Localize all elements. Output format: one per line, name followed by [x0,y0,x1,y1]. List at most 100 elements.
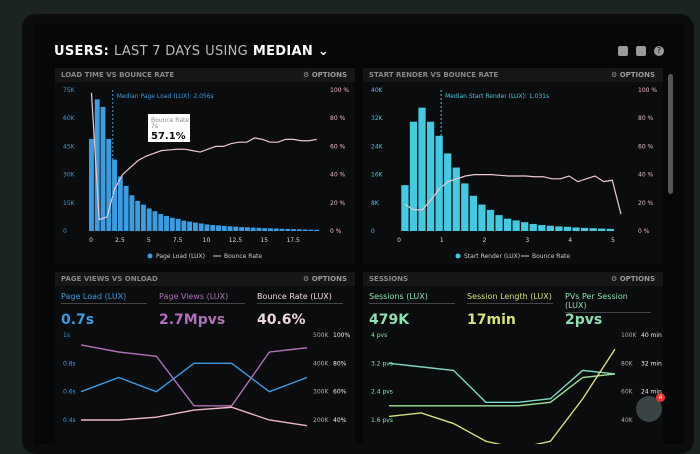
options-button[interactable]: ⚙ OPTIONS [303,71,347,79]
legend-label: Bounce Rate [224,253,262,260]
histogram-bar[interactable] [216,225,221,231]
title-using: USING [205,44,249,59]
histogram-bar[interactable] [302,229,308,231]
histogram-bar[interactable] [198,223,204,231]
histogram-bar[interactable] [94,99,100,232]
histogram-bar[interactable] [244,227,250,231]
histogram-bar[interactable] [291,229,297,231]
histogram-bar[interactable] [589,228,597,231]
kpi-label: Bounce Rate (LUX) [257,292,343,304]
histogram-bar[interactable] [146,208,152,231]
histogram-bar[interactable] [100,106,106,231]
histogram-bar[interactable] [444,153,452,231]
histogram-bar[interactable] [221,225,227,231]
histogram-bar[interactable] [401,185,409,231]
options-button[interactable]: ⚙ OPTIONS [611,275,655,283]
histogram-bar[interactable] [296,229,302,231]
histogram-bar[interactable] [461,183,469,231]
histogram-bar[interactable] [503,218,512,231]
histogram-bar[interactable] [152,211,158,231]
histogram-bar[interactable] [89,138,94,231]
y3-tick-label: 40 min [641,332,662,339]
histogram-bar[interactable] [572,227,580,231]
histogram-bar[interactable] [546,225,554,231]
histogram-bar[interactable] [187,221,193,231]
histogram-bar[interactable] [233,226,239,231]
histogram-bar[interactable] [140,204,146,231]
chart-svg: 4 pvs 3.2 pvs 2.4 pvs 1.6 pvs 100K 80K 60K 40K 4… [371,332,662,444]
histogram-bar[interactable] [169,217,175,231]
legend-marker [147,253,153,259]
histogram-bar[interactable] [529,223,537,231]
histogram-bar[interactable] [117,176,123,231]
histogram-bar[interactable] [250,227,256,231]
image-icon[interactable] [636,46,646,56]
histogram-bar[interactable] [606,228,614,231]
histogram-bar[interactable] [555,226,563,231]
scrollbar[interactable] [668,74,673,194]
histogram-bar[interactable] [192,222,198,231]
histogram-bar[interactable] [112,159,118,231]
histogram-bar[interactable] [135,200,141,231]
histogram-bar[interactable] [273,228,279,231]
histogram-bar[interactable] [580,227,589,231]
histogram-bar[interactable] [598,228,606,231]
histogram-bar[interactable] [129,195,135,231]
monitor-icon[interactable] [618,46,628,56]
histogram-bar[interactable] [256,227,262,231]
histogram-bar[interactable] [181,220,187,231]
histogram-bar[interactable] [123,185,129,231]
kpi-value: 17min [467,312,516,328]
histogram-bar[interactable] [106,138,112,231]
y2-tick-label: 60 % [330,143,346,150]
histogram-bar[interactable] [204,224,210,231]
histogram-bar[interactable] [210,224,216,231]
tooltip-label: Bounce Rate [151,117,189,124]
options-button[interactable]: ⚙ OPTIONS [303,275,347,283]
chat-button[interactable]: 4 [636,393,665,422]
histogram-bar[interactable] [418,107,426,231]
histogram-bar[interactable] [158,214,164,231]
y-tick-label: 16K [371,172,384,179]
y-tick-label: 2.4 pvs [371,389,393,396]
histogram-bar[interactable] [469,195,477,231]
histogram-bar[interactable] [285,228,291,231]
help-icon[interactable]: ? [654,46,664,56]
median-annotation: Median Page Load (LUX): 2.056s [117,93,214,100]
histogram-bar[interactable] [409,121,418,231]
page-title[interactable]: USERS: LAST 7 DAYS USING MEDIAN ⌄ [54,44,329,59]
histogram-bar[interactable] [452,167,460,231]
options-label: OPTIONS [311,71,347,79]
x-tick-label: 4 [568,237,572,244]
y-tick-label: 8K [371,200,380,207]
histogram-bar[interactable] [308,229,314,231]
histogram-bar[interactable] [478,204,486,231]
histogram-bar[interactable] [175,218,181,231]
options-button[interactable]: ⚙ OPTIONS [611,71,655,79]
y3-tick-label: 40% [333,417,347,424]
histogram-bar[interactable] [538,225,546,231]
kpi-value: 2pvs [565,312,603,328]
histogram-bar[interactable] [512,220,520,231]
histogram-bar[interactable] [435,135,443,231]
histogram-bar[interactable] [227,226,233,231]
histogram-bar[interactable] [164,215,169,231]
histogram-bar[interactable] [239,227,245,231]
chevron-down-icon[interactable]: ⌄ [317,44,330,59]
histogram-bar[interactable] [262,228,268,231]
x-tick-label: 7.5 [173,237,183,244]
histogram-bar[interactable] [495,215,503,231]
histogram-bar[interactable] [314,229,320,231]
histogram-bar[interactable] [426,121,435,231]
histogram-bar[interactable] [563,226,572,231]
histogram-bar[interactable] [268,228,273,231]
series-line [80,362,308,393]
y2-tick-label: 0 % [638,228,650,235]
y-tick-label: 0 [371,228,375,235]
histogram-bar[interactable] [279,228,285,231]
histogram-bar[interactable] [486,209,495,231]
series-line [80,344,308,407]
histogram-bar[interactable] [521,222,529,231]
y2-tick-label: 80 % [638,115,654,122]
y2-tick-label: 0 % [330,228,342,235]
